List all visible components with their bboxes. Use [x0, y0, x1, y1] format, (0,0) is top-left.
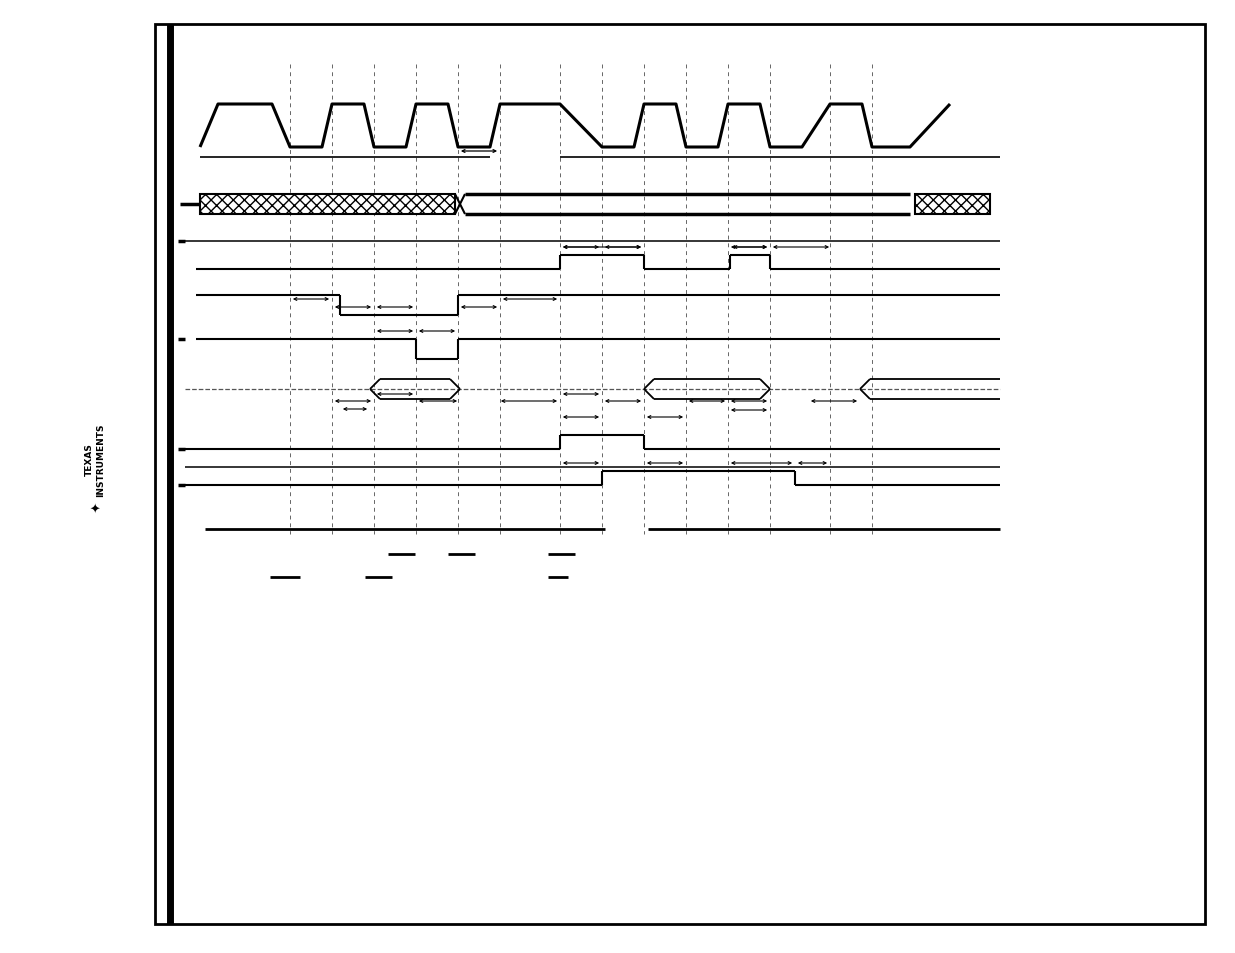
Text: ✦: ✦ — [90, 503, 100, 516]
Bar — [156, 25, 1205, 924]
Bar — [200, 194, 454, 214]
Text: TEXAS
INSTRUMENTS: TEXAS INSTRUMENTS — [85, 423, 105, 497]
Bar — [915, 194, 990, 214]
